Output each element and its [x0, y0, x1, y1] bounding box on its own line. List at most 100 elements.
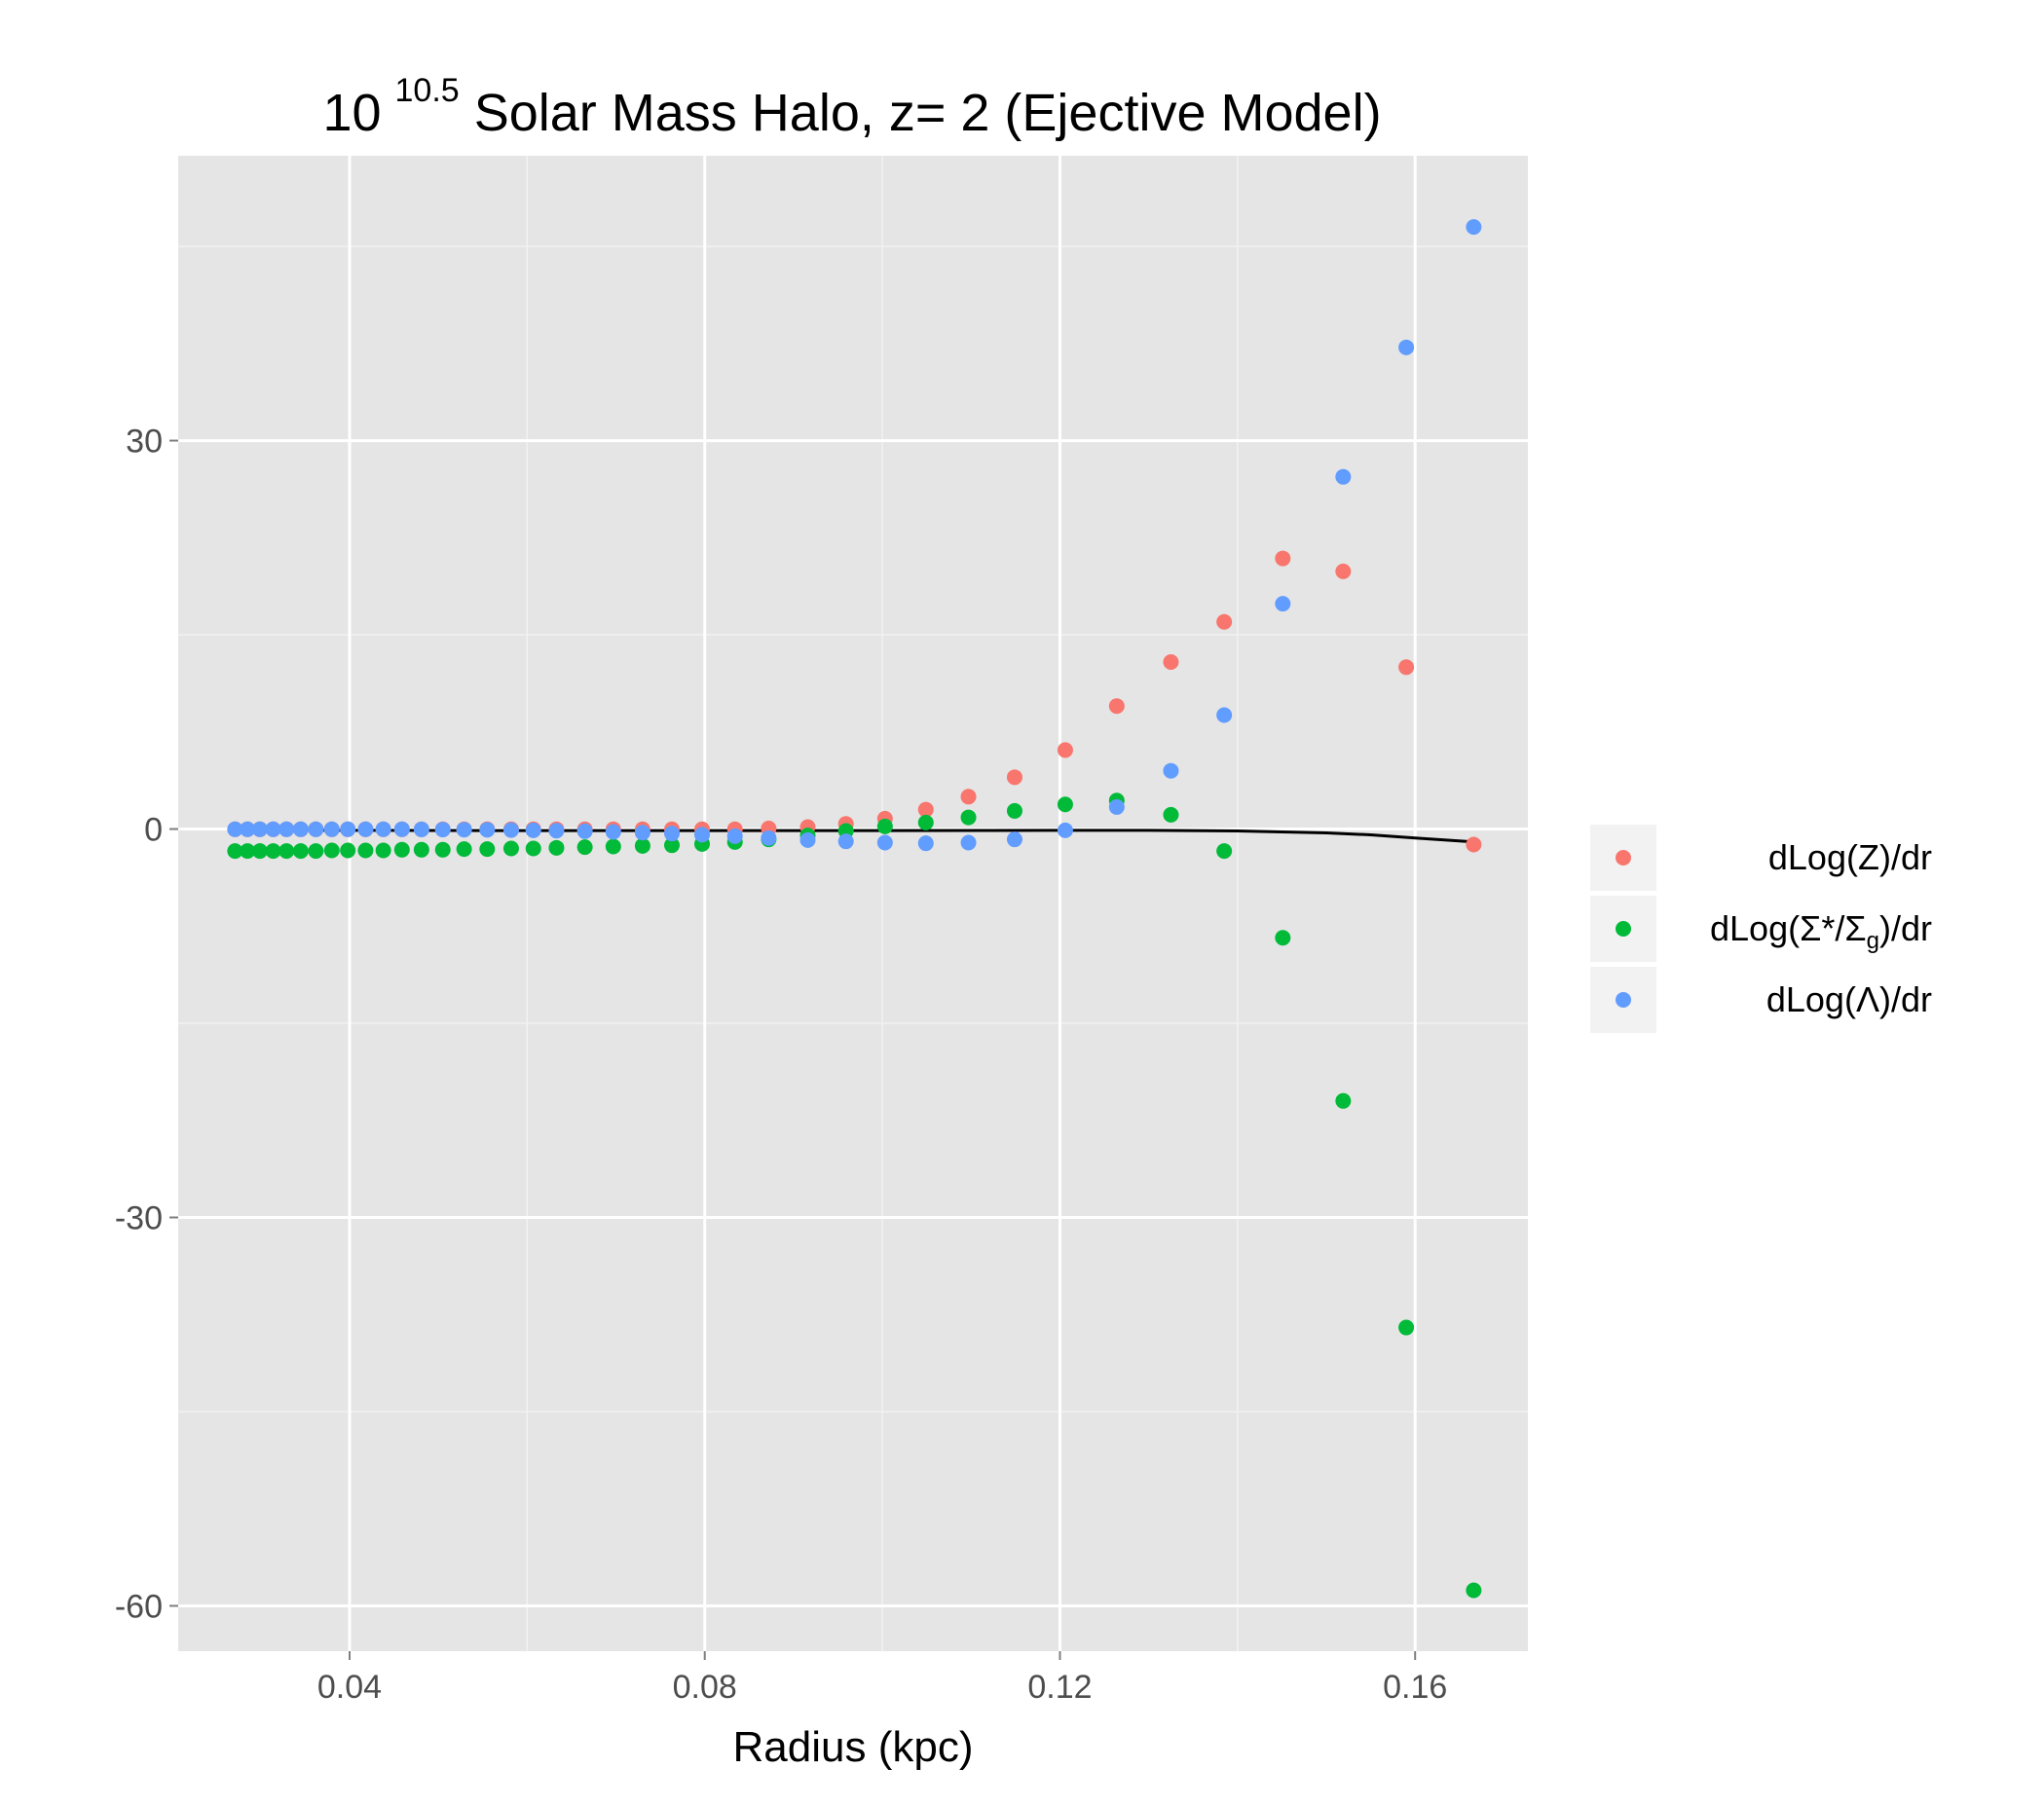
y-tick-label: 30: [126, 424, 163, 460]
data-point: [1108, 798, 1125, 815]
y-tick-label: -30: [115, 1199, 163, 1236]
data-point: [502, 840, 519, 857]
data-point: [917, 835, 934, 852]
data-point: [1335, 468, 1352, 485]
data-point: [1275, 596, 1291, 612]
legend-key-dot: [1616, 992, 1631, 1008]
legend-label-sigma-ratio: dLog(Σ*/Σg)/dr: [1710, 908, 1932, 954]
data-point: [1466, 1582, 1482, 1599]
data-point: [726, 828, 743, 844]
data-point: [323, 821, 340, 837]
data-point: [251, 821, 268, 837]
data-point: [876, 818, 893, 834]
data-point: [1163, 653, 1179, 670]
data-point: [799, 831, 816, 848]
data-point: [1466, 836, 1482, 853]
y-axis: 30 0 -30 -60: [115, 424, 178, 1625]
trend-line: [235, 828, 1474, 844]
data-point: [1275, 550, 1291, 567]
data-point: [1006, 802, 1022, 819]
data-point: [456, 822, 472, 838]
data-point: [525, 840, 541, 857]
legend: dLog(Z)/dr dLog(Σ*/Σg)/dr dLog(Λ)/dr: [1590, 825, 1932, 1033]
smooth-line-layer: [235, 828, 1474, 844]
data-point: [375, 842, 391, 859]
data-point: [456, 841, 472, 858]
data-point: [308, 821, 324, 837]
data-point: [548, 839, 565, 856]
series-2: [227, 219, 1482, 852]
data-point: [340, 842, 356, 859]
data-point: [1216, 707, 1233, 723]
data-point: [837, 833, 854, 850]
data-point: [663, 837, 680, 854]
data-point: [308, 843, 324, 860]
data-point: [1057, 742, 1073, 758]
data-point: [960, 789, 977, 805]
data-point: [1108, 698, 1125, 715]
legend-item-z: dLog(Z)/dr: [1590, 825, 1932, 891]
chart-title: 10 10.5 Solar Mass Halo, z= 2 (Ejective M…: [322, 72, 1381, 142]
data-point: [917, 814, 934, 830]
data-point: [1275, 930, 1291, 946]
data-point: [960, 834, 977, 851]
chart-title-rest: Solar Mass Halo, z= 2 (Ejective Model): [460, 84, 1382, 142]
data-point: [240, 843, 256, 860]
data-point: [1335, 1092, 1352, 1109]
data-point: [1057, 796, 1073, 813]
data-point: [227, 821, 243, 837]
plot-panel: [178, 156, 1528, 1651]
x-axis-title: Radius (kpc): [733, 1723, 974, 1771]
data-point: [340, 821, 356, 837]
data-point: [292, 843, 309, 860]
data-point: [279, 843, 295, 860]
data-point: [1163, 806, 1179, 823]
data-point: [227, 843, 243, 860]
data-point: [265, 843, 281, 860]
data-point: [1006, 769, 1022, 786]
data-point: [576, 839, 593, 856]
legend-item-lambda: dLog(Λ)/dr: [1590, 967, 1932, 1033]
data-point: [634, 837, 650, 854]
data-point: [1398, 339, 1415, 355]
data-point: [1216, 613, 1233, 630]
data-point: [434, 841, 451, 858]
data-point: [917, 801, 934, 818]
data-point: [357, 842, 374, 859]
legend-label-lambda: dLog(Λ)/dr: [1766, 979, 1932, 1019]
data-point: [605, 838, 621, 855]
legend-item-sigma-ratio: dLog(Σ*/Σg)/dr: [1590, 896, 1932, 962]
data-point: [876, 834, 893, 851]
data-point: [265, 821, 281, 837]
legend-key-dot: [1616, 850, 1631, 866]
x-tick-label: 0.04: [317, 1669, 382, 1706]
grid-minor: [178, 156, 1528, 1651]
y-tick-label: -60: [115, 1588, 163, 1625]
data-point: [1216, 843, 1233, 860]
data-point: [1006, 831, 1022, 848]
data-point: [1398, 1319, 1415, 1336]
data-point: [413, 821, 429, 837]
data-point: [576, 823, 593, 839]
data-points: [227, 219, 1482, 1599]
data-point: [434, 822, 451, 838]
x-tick-label: 0.08: [673, 1669, 737, 1706]
data-point: [393, 841, 410, 858]
data-point: [960, 809, 977, 826]
legend-key-dot: [1616, 921, 1631, 937]
x-tick-label: 0.12: [1027, 1669, 1092, 1706]
data-point: [605, 824, 621, 840]
data-point: [1057, 822, 1073, 838]
data-point: [502, 822, 519, 838]
data-point: [413, 841, 429, 858]
data-point: [634, 825, 650, 841]
legend-label-z: dLog(Z)/dr: [1768, 837, 1932, 877]
data-point: [1466, 219, 1482, 236]
data-point: [292, 821, 309, 837]
data-point: [663, 826, 680, 842]
y-tick-label: 0: [144, 812, 163, 849]
data-point: [1398, 659, 1415, 676]
data-point: [479, 841, 496, 858]
